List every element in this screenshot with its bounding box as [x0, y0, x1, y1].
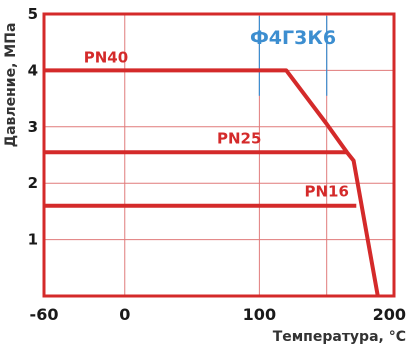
y-tick-label-4: 4 [28, 61, 38, 79]
y-axis-label: Давление, МПа [3, 23, 19, 148]
x-axis-label: Температура, °C [273, 329, 406, 345]
y-tick-label-5: 5 [28, 5, 38, 23]
series-line-pn40 [44, 68, 380, 297]
x-tick-label-0: 0 [119, 305, 130, 324]
series-lines [44, 68, 380, 297]
series-label-pn40: PN40 [84, 49, 128, 67]
series-labels: PN40 PN25 PN16 [84, 49, 349, 201]
x-tick-label-minus60: -60 [30, 305, 59, 324]
series-label-pn16: PN16 [304, 183, 348, 201]
y-tick-label-2: 2 [28, 174, 38, 192]
tick-labels: 1 2 3 4 5 -60 0 100 200 [28, 5, 406, 324]
series-label-pn25: PN25 [217, 130, 261, 148]
x-tick-label-100: 100 [243, 305, 276, 324]
annotation-group: Ф4Г3К6 [250, 16, 336, 96]
annotation-label: Ф4Г3К6 [250, 27, 336, 49]
x-tick-label-200: 200 [373, 305, 406, 324]
y-tick-label-1: 1 [28, 231, 38, 249]
y-tick-label-3: 3 [28, 118, 38, 136]
plot-frame [42, 12, 396, 298]
